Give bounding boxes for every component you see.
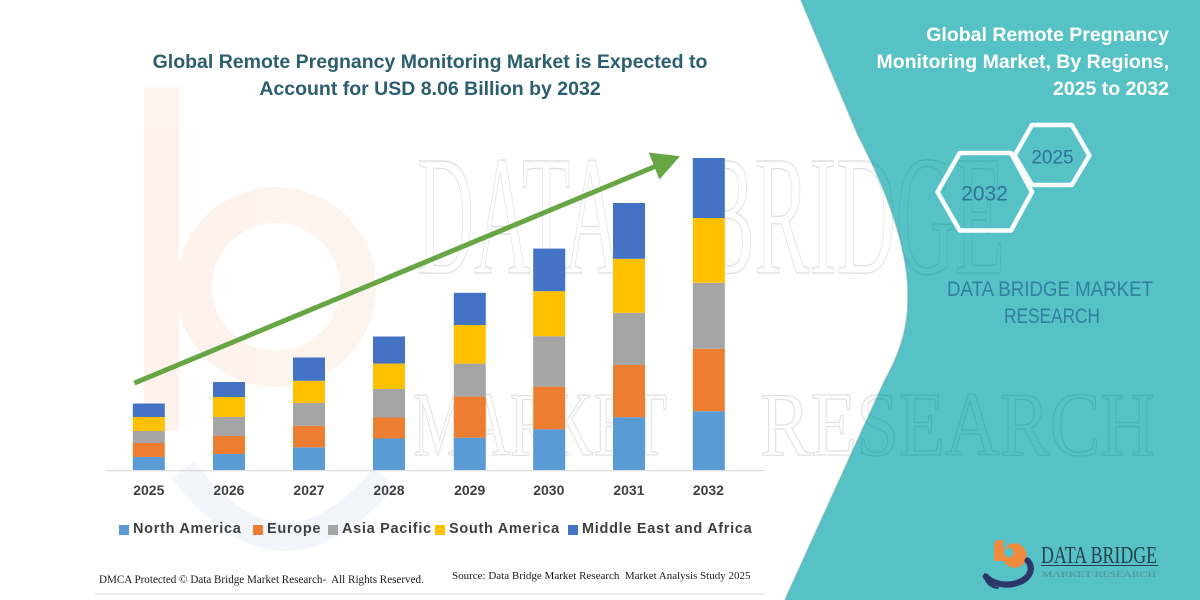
svg-text:2028: 2028 [373,482,404,498]
svg-text:RESEARCH: RESEARCH [1004,305,1100,328]
svg-text:2032: 2032 [961,183,1008,206]
svg-text:2025: 2025 [1031,148,1073,169]
svg-text:DATA BRIDGE MARKET: DATA BRIDGE MARKET [947,278,1153,301]
svg-text:2030: 2030 [533,482,564,498]
svg-text:2027: 2027 [293,482,324,498]
svg-text:DATA BRIDGE: DATA BRIDGE [1041,542,1157,569]
svg-text:2032: 2032 [693,482,724,498]
svg-text:MARKET RESEARCH: MARKET RESEARCH [1042,570,1156,579]
svg-text:2031: 2031 [613,482,644,498]
svg-text:2025: 2025 [133,482,164,498]
svg-text:DATA: DATA [417,121,621,310]
svg-text:2026: 2026 [213,482,244,498]
svg-text:2029: 2029 [454,482,485,498]
